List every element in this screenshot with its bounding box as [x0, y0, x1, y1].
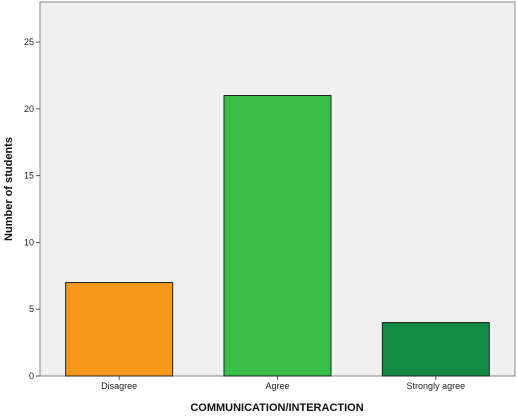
y-tick-label: 15: [24, 171, 34, 181]
bars: [65, 95, 490, 377]
y-tick-label: 20: [24, 104, 34, 114]
y-tick-label: 25: [24, 37, 34, 47]
bar-disagree: [65, 282, 174, 377]
x-axis-title: COMMUNICATION/INTERACTION: [190, 402, 363, 414]
x-tick-label: Strongly agree: [407, 381, 466, 391]
bar-strongly-agree: [381, 322, 490, 377]
x-tick-label: Agree: [265, 381, 289, 391]
y-tick-label: 10: [24, 237, 34, 247]
bar-agree: [223, 95, 332, 377]
y-axis-title: Number of students: [3, 137, 15, 241]
y-tick-label: 5: [29, 304, 34, 314]
x-axis-labels: Disagree Agree Strongly agree: [101, 376, 465, 391]
y-axis-ticks: 0 5 10 15 20 25: [24, 37, 40, 381]
y-tick-label: 0: [29, 371, 34, 381]
x-tick-label: Disagree: [101, 381, 137, 391]
